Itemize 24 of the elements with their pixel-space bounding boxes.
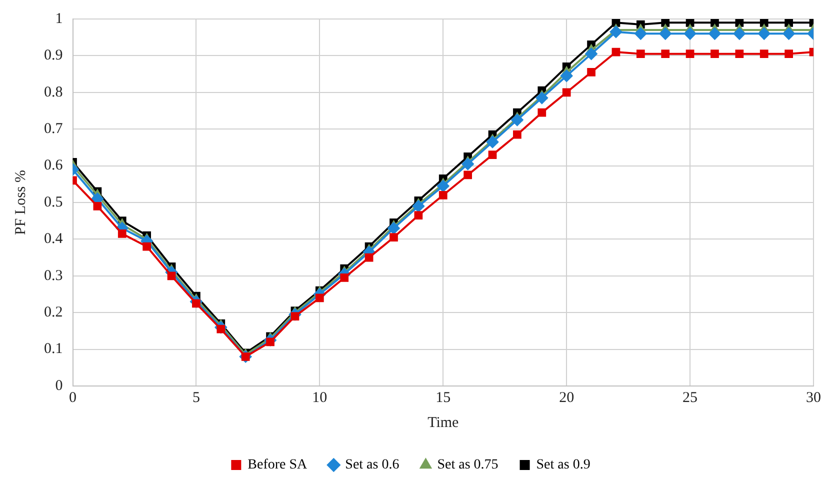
y-tick-label: 1 bbox=[55, 10, 63, 27]
x-axis-title: Time bbox=[428, 414, 460, 431]
x-tick-label: 20 bbox=[559, 390, 574, 406]
legend-label: Set as 0.9 bbox=[536, 458, 590, 473]
x-tick-label: 15 bbox=[436, 390, 451, 406]
y-tick-label: 0.1 bbox=[44, 341, 63, 358]
y-tick-label: 0.2 bbox=[44, 304, 63, 321]
y-tick-label: 0 bbox=[55, 378, 63, 394]
y-tick-label: 0.5 bbox=[44, 194, 63, 210]
y-axis-title: PF Loss % bbox=[12, 170, 29, 236]
legend-label: Set as 0.6 bbox=[345, 458, 400, 473]
y-tick-label: 0.4 bbox=[44, 231, 64, 248]
y-tick-label: 0.7 bbox=[44, 121, 64, 138]
y-tick-label: 0.9 bbox=[44, 48, 63, 64]
x-tick-label: 5 bbox=[192, 390, 200, 406]
x-tick-label: 10 bbox=[312, 390, 328, 406]
y-tick-label: 0.8 bbox=[44, 84, 63, 100]
y-tick-label: 0.3 bbox=[44, 268, 63, 284]
x-tick-label: 25 bbox=[682, 390, 698, 406]
x-tick-label: 30 bbox=[806, 390, 821, 406]
x-tick-label: 0 bbox=[69, 390, 76, 406]
y-tick-label: 0.6 bbox=[44, 158, 64, 174]
legend-label: Before SA bbox=[248, 458, 308, 473]
legend-label: Set as 0.75 bbox=[437, 458, 498, 473]
